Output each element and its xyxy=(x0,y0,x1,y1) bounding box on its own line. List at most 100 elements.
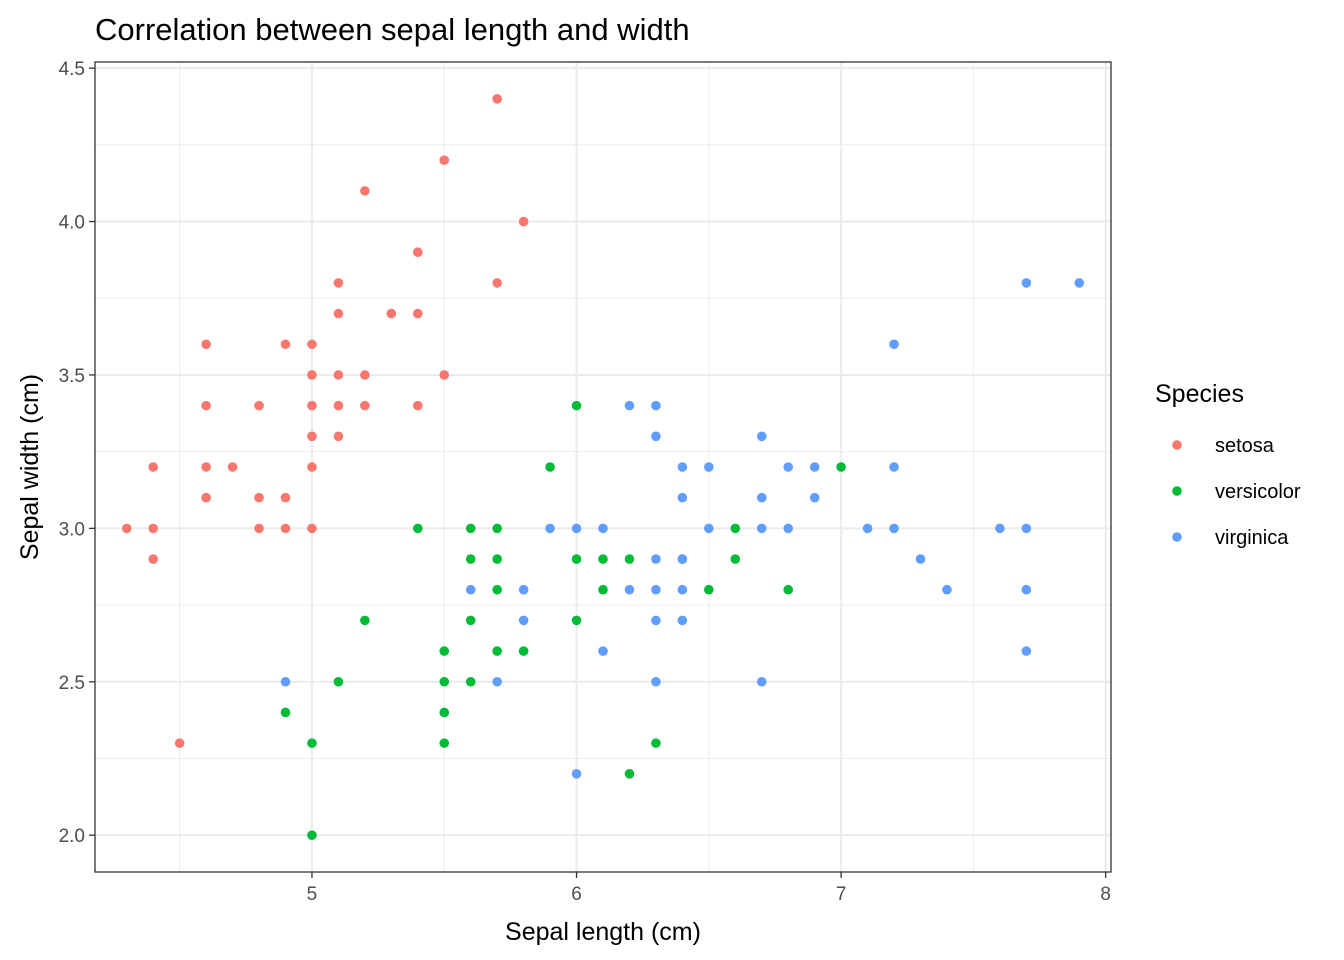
data-point-virginica xyxy=(915,554,926,564)
data-point-versicolor xyxy=(730,554,741,564)
x-tick-label: 5 xyxy=(307,884,318,905)
data-point-setosa xyxy=(333,370,344,380)
data-point-setosa xyxy=(254,492,264,503)
data-point-versicolor xyxy=(465,615,476,626)
data-points xyxy=(121,94,1085,840)
legend-key-versicolor xyxy=(1172,486,1182,496)
y-tick-label: 2.5 xyxy=(59,673,85,694)
data-point-virginica xyxy=(756,676,767,687)
data-point-setosa xyxy=(174,738,185,748)
data-point-virginica xyxy=(651,615,661,626)
x-axis-ticks: 5 6 7 8 xyxy=(307,872,1111,905)
y-tick-label: 3.0 xyxy=(59,519,85,540)
data-point-setosa xyxy=(280,492,291,503)
data-point-versicolor xyxy=(571,554,582,564)
data-point-virginica xyxy=(862,523,873,534)
data-point-virginica xyxy=(704,462,714,472)
data-point-virginica xyxy=(677,615,688,626)
data-point-versicolor xyxy=(412,523,423,534)
data-point-versicolor xyxy=(465,523,476,534)
data-point-virginica xyxy=(624,584,635,595)
data-point-versicolor xyxy=(492,523,502,534)
data-point-virginica xyxy=(783,523,794,534)
y-tick-label: 2.0 xyxy=(59,826,85,847)
data-point-setosa xyxy=(201,462,211,472)
data-point-versicolor xyxy=(518,646,529,656)
data-point-virginica xyxy=(809,492,820,503)
y-tick-label: 3.5 xyxy=(59,366,85,387)
data-point-virginica xyxy=(677,462,688,472)
data-point-setosa xyxy=(360,370,370,380)
data-point-virginica xyxy=(677,554,688,564)
data-point-setosa xyxy=(518,216,529,227)
data-point-setosa xyxy=(254,523,264,534)
data-point-setosa xyxy=(412,400,423,411)
data-point-setosa xyxy=(280,523,291,534)
legend-key-setosa xyxy=(1172,440,1182,450)
data-point-virginica xyxy=(889,462,899,472)
data-point-versicolor xyxy=(307,738,317,748)
data-point-virginica xyxy=(756,492,767,503)
data-point-setosa xyxy=(333,308,344,319)
data-point-setosa xyxy=(307,400,317,411)
data-point-virginica xyxy=(889,523,899,534)
chart-title: Correlation between sepal length and wid… xyxy=(95,12,690,47)
data-point-setosa xyxy=(307,523,317,534)
legend-title: Species xyxy=(1155,380,1244,408)
data-point-versicolor xyxy=(439,707,450,718)
data-point-versicolor xyxy=(439,646,450,656)
data-point-virginica xyxy=(624,400,635,411)
data-point-virginica xyxy=(1021,523,1032,534)
data-point-virginica xyxy=(677,492,688,503)
legend-items: setosa versicolor virginica xyxy=(1172,435,1301,549)
data-point-setosa xyxy=(386,308,397,319)
data-point-virginica xyxy=(783,462,794,472)
data-point-virginica xyxy=(677,584,688,595)
data-point-virginica xyxy=(518,615,529,626)
data-point-versicolor xyxy=(280,707,291,718)
y-tick-label: 4.5 xyxy=(59,59,85,80)
data-point-setosa xyxy=(439,155,450,165)
data-point-virginica xyxy=(651,554,661,564)
data-point-setosa xyxy=(412,247,423,258)
legend-key-virginica xyxy=(1172,532,1182,542)
x-tick-label: 7 xyxy=(836,884,847,905)
y-axis-ticks: 2.0 2.5 3.0 3.5 4.0 4.5 xyxy=(59,59,95,847)
data-point-versicolor xyxy=(571,615,582,626)
data-point-setosa xyxy=(360,400,370,411)
data-point-versicolor xyxy=(545,462,555,472)
x-tick-label: 6 xyxy=(571,884,582,905)
data-point-virginica xyxy=(545,523,555,534)
legend-label-setosa: setosa xyxy=(1215,435,1275,457)
legend-label-virginica: virginica xyxy=(1215,527,1289,549)
data-point-setosa xyxy=(439,370,450,380)
data-point-setosa xyxy=(201,400,211,411)
data-point-setosa xyxy=(227,462,238,472)
data-point-setosa xyxy=(412,308,423,319)
data-point-versicolor xyxy=(704,584,714,595)
data-point-virginica xyxy=(518,584,529,595)
legend-label-versicolor: versicolor xyxy=(1215,481,1301,503)
data-point-versicolor xyxy=(492,646,502,656)
data-point-versicolor xyxy=(624,769,635,779)
data-point-virginica xyxy=(280,676,291,687)
data-point-virginica xyxy=(571,523,582,534)
data-point-setosa xyxy=(360,186,370,196)
data-point-setosa xyxy=(492,94,502,104)
data-point-setosa xyxy=(121,523,132,534)
data-point-virginica xyxy=(756,523,767,534)
data-point-setosa xyxy=(307,370,317,380)
data-point-virginica xyxy=(651,431,661,442)
data-point-versicolor xyxy=(333,676,344,687)
plot-panel xyxy=(94,61,1112,873)
data-point-versicolor xyxy=(465,676,476,687)
x-tick-label: 8 xyxy=(1100,884,1111,905)
data-point-versicolor xyxy=(571,400,582,411)
data-point-versicolor xyxy=(783,584,794,595)
data-point-setosa xyxy=(148,462,159,472)
data-point-versicolor xyxy=(492,584,502,595)
data-point-versicolor xyxy=(439,738,450,748)
data-point-versicolor xyxy=(598,584,608,595)
data-point-virginica xyxy=(651,676,661,687)
